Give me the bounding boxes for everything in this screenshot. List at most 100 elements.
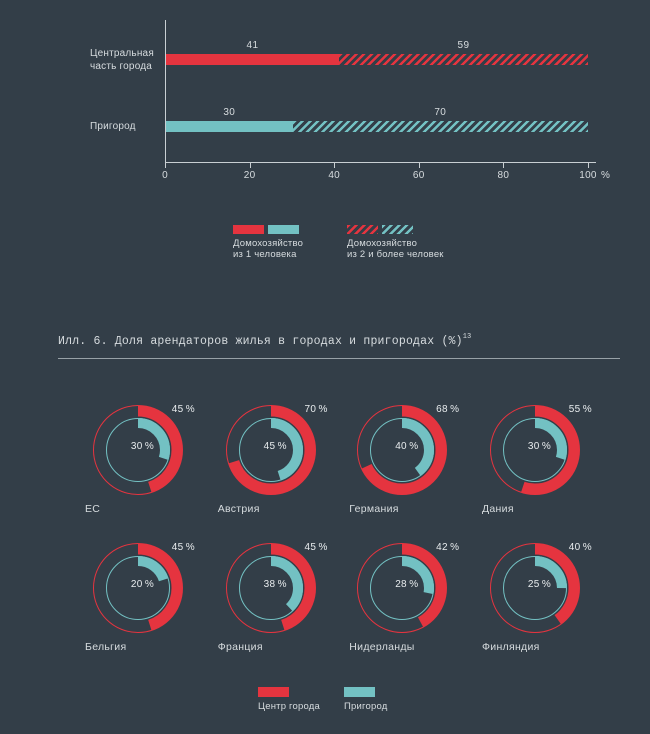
bar-value-label: 59: [457, 40, 470, 51]
donut-outer-value: 55 %: [568, 404, 592, 415]
divider-line: [58, 358, 620, 359]
donut-inner-value: 28 %: [395, 579, 419, 590]
red-hatched-swatch: [347, 225, 378, 234]
donut-country-label: Нидерланды: [349, 641, 415, 653]
bar-segment-hatched: [292, 121, 588, 132]
donut-outer-value: 40 %: [568, 542, 592, 553]
donut-rings: [225, 405, 316, 495]
donut-outer-value: 42 %: [436, 542, 460, 553]
bar-legend-label-line: Домохозяйство: [347, 238, 418, 249]
donut-country-label: Бельгия: [85, 641, 127, 653]
inner-ring-arc: [503, 418, 567, 482]
inner-ring-arc: [370, 556, 435, 620]
x-tick-label: 0: [162, 170, 168, 181]
x-tick-label: 20: [243, 170, 256, 181]
donut-rings: [357, 405, 448, 495]
inner-ring-arc: [106, 556, 170, 620]
bar-category-label: Центральная часть города: [90, 47, 170, 73]
donut-rings: [357, 543, 448, 633]
donut-country-label: Австрия: [217, 503, 260, 515]
donut-country-label: Дания: [482, 503, 514, 515]
bar-legend-label-line: Домохозяйство: [233, 238, 304, 249]
outer-ring-arc: [226, 543, 316, 633]
donut-rings: [93, 405, 183, 495]
donut-outer-value: 45 %: [304, 542, 328, 553]
x-tick-mark: [334, 163, 336, 168]
x-tick-mark: [418, 163, 420, 168]
donut-inner-value: 25 %: [527, 579, 552, 590]
teal-hatched-swatch: [382, 225, 413, 234]
bar-legend-group: Домохозяйство из 1 человека: [233, 225, 303, 260]
bar-value-label: 41: [246, 40, 259, 51]
bar-value-label: 70: [434, 107, 447, 118]
donut-chart-6: 45 % 38 % Франция: [205, 541, 337, 656]
donut-country-label: ЕС: [85, 503, 101, 515]
donut-rings: [490, 543, 580, 633]
bar-category-label: Пригород: [90, 120, 170, 133]
bar-category-label-line: часть города: [90, 60, 153, 72]
bar-legend-swatches: [347, 225, 444, 234]
donut-chart-8: 40 % 25 % Финляндия: [469, 541, 601, 656]
donut-outer-value: 45 %: [171, 542, 195, 553]
y-axis-line: [165, 20, 166, 163]
donut-inner-value: 30 %: [130, 441, 155, 452]
outer-ring-arc: [490, 543, 580, 633]
inner-ring-arc: [370, 418, 435, 482]
donut-rings: [490, 405, 580, 495]
outer-ring-arc: [93, 543, 183, 633]
red-solid-swatch: [233, 225, 264, 234]
bar-legend-label-line: из 2 и более человек: [347, 249, 444, 260]
donut-chart-5: 45 % 20 % Бельгия: [72, 541, 204, 656]
donut-chart-7: 42 % 28 % Нидерланды: [336, 541, 468, 656]
bar-segment-solid: [166, 54, 340, 65]
inner-ring-arc: [106, 418, 170, 482]
red-solid-swatch: [258, 687, 289, 697]
donut-legend-item: Пригород: [344, 687, 387, 712]
x-tick-label: 40: [328, 170, 341, 181]
donut-outer-value: 70 %: [304, 404, 328, 415]
teal-solid-swatch: [268, 225, 299, 234]
inner-ring-arc: [238, 418, 303, 482]
bar-value-label: 30: [223, 107, 236, 118]
donut-country-label: Франция: [217, 641, 263, 653]
donut-inner-value: 30 %: [527, 441, 552, 452]
x-tick-mark: [165, 163, 166, 168]
outer-ring-arc: [357, 405, 447, 495]
bar-legend-group: Домохозяйство из 2 и более человек: [347, 225, 444, 260]
donut-legend-item: Центр города: [258, 687, 320, 712]
bar-category-label-line: Центральная: [90, 47, 154, 59]
inner-ring-arc: [238, 556, 303, 620]
donut-legend-label: Центр города: [258, 701, 320, 712]
donut-rings: [93, 543, 183, 633]
donut-rings: [225, 543, 316, 633]
donut-chart-1: 45 % 30 % ЕС: [72, 403, 204, 518]
figure-caption: Илл. 6. Доля арендаторов жилья в городах…: [58, 333, 471, 348]
x-tick-label: 80: [497, 170, 510, 181]
donut-chart-3: 68 % 40 % Германия: [336, 403, 468, 518]
donut-legend-label: Пригород: [344, 701, 388, 712]
donut-outer-value: 68 %: [436, 404, 460, 415]
donut-inner-value: 45 %: [263, 441, 287, 452]
outer-ring-arc: [490, 405, 580, 495]
donut-chart-2: 70 % 45 % Австрия: [205, 403, 337, 518]
bar-legend-swatches: [233, 225, 303, 234]
outer-ring-arc: [226, 405, 316, 495]
bar-segment-solid: [166, 121, 293, 132]
outer-ring-arc: [93, 405, 183, 495]
donut-country-label: Финляндия: [482, 641, 540, 653]
bar-category-label-line: Пригород: [90, 121, 136, 132]
x-tick-label: 100: [579, 170, 597, 181]
donut-chart-4: 55 % 30 % Дания: [469, 403, 601, 518]
donut-inner-value: 38 %: [263, 579, 287, 590]
caption-footnote-marker: 13: [462, 333, 472, 341]
donut-outer-value: 45 %: [171, 404, 195, 415]
inner-ring-arc: [503, 556, 567, 620]
donut-inner-value: 20 %: [130, 579, 155, 590]
donut-inner-value: 40 %: [395, 441, 419, 452]
teal-solid-swatch: [344, 687, 375, 697]
x-tick-mark: [249, 163, 251, 168]
x-axis-line: [165, 162, 596, 163]
x-axis-unit-label: %: [601, 170, 610, 181]
bar-legend-label-line: из 1 человека: [233, 249, 297, 260]
